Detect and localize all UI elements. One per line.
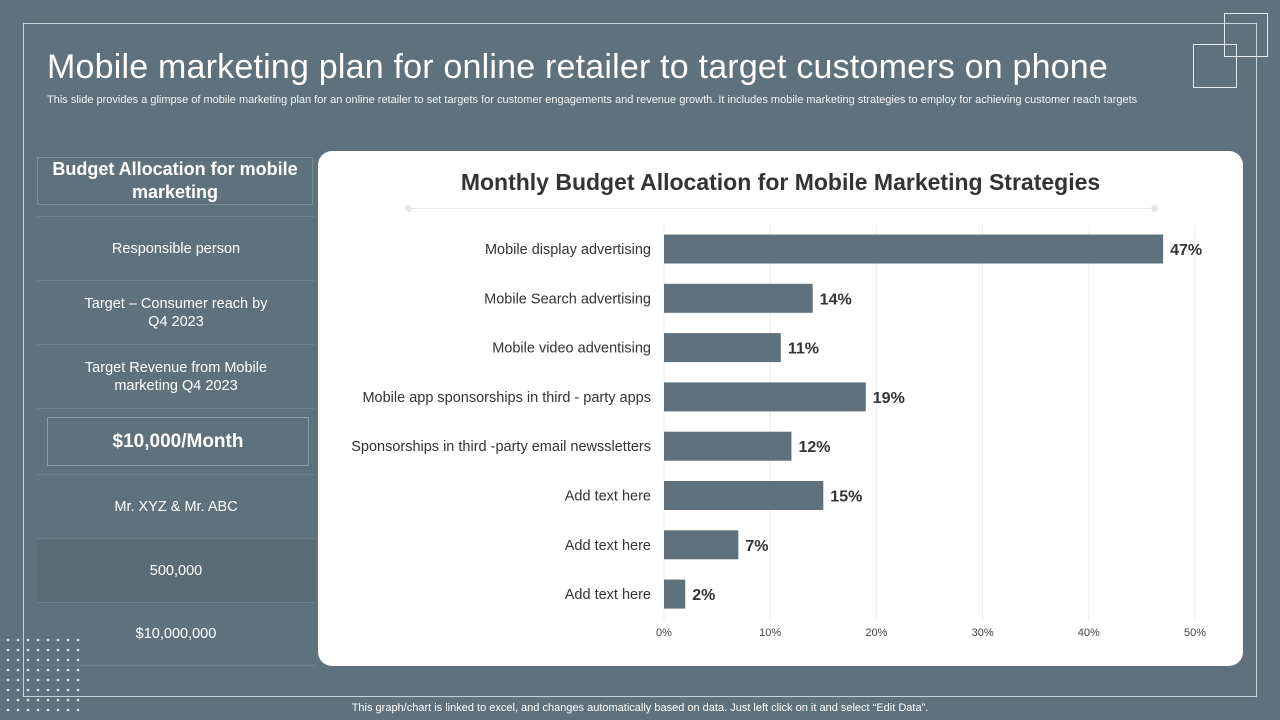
decor-dot: [6, 688, 10, 692]
decor-dot: [26, 678, 30, 682]
decor-dot: [36, 688, 40, 692]
decor-dot: [76, 708, 80, 712]
decor-dot: [16, 688, 20, 692]
decor-dot: [76, 638, 80, 642]
row-label-consumer-reach: Target – Consumer reach by Q4 2023: [37, 280, 315, 344]
decor-dot: [36, 638, 40, 642]
decor-dot: [56, 638, 60, 642]
decor-dot: [66, 638, 70, 642]
decor-dot: [36, 708, 40, 712]
decor-dot: [76, 688, 80, 692]
decor-dot: [56, 648, 60, 652]
footer-note: This graph/chart is linked to excel, and…: [351, 702, 929, 714]
decor-dot: [16, 678, 20, 682]
decor-dot: [76, 698, 80, 702]
decor-dot: [56, 698, 60, 702]
decor-dot: [36, 648, 40, 652]
row-value-consumer-reach: 500,000: [37, 538, 315, 602]
budget-value: $10,000/Month: [47, 417, 309, 466]
decor-dot: [56, 658, 60, 662]
budget-panel-heading: Budget Allocation for mobile marketing: [37, 157, 313, 205]
decor-dot: [46, 648, 50, 652]
decor-dot: [76, 668, 80, 672]
decor-dot: [46, 708, 50, 712]
decor-dot: [26, 698, 30, 702]
decor-dot: [6, 698, 10, 702]
decorative-square: [1193, 44, 1237, 88]
row-label-target-revenue: Target Revenue from Mobile marketing Q4 …: [37, 344, 315, 408]
decor-dot: [66, 688, 70, 692]
decor-dot: [6, 638, 10, 642]
decor-dot: [36, 668, 40, 672]
decor-dot: [46, 678, 50, 682]
decor-dot: [56, 708, 60, 712]
decor-dot: [66, 648, 70, 652]
chart-title: Monthly Budget Allocation for Mobile Mar…: [460, 169, 1101, 195]
decor-dot: [46, 668, 50, 672]
decor-dot: [26, 688, 30, 692]
decor-dot: [76, 658, 80, 662]
page-title: Mobile marketing plan for online retaile…: [47, 48, 1109, 86]
decor-dot: [26, 668, 30, 672]
decor-dot: [26, 658, 30, 662]
page-subtitle: This slide provides a glimpse of mobile …: [47, 94, 1138, 106]
decor-dot: [6, 708, 10, 712]
decor-dot: [16, 698, 20, 702]
chart-card: Monthly Budget Allocation for Mobile Mar…: [318, 151, 1243, 666]
decor-dot: [26, 638, 30, 642]
decor-dot: [66, 708, 70, 712]
decor-dot: [46, 688, 50, 692]
decor-dot: [26, 648, 30, 652]
decor-dot: [16, 638, 20, 642]
decor-dot: [6, 658, 10, 662]
decor-dot: [46, 658, 50, 662]
decor-dot: [6, 678, 10, 682]
budget-row: [37, 408, 315, 474]
decor-dot: [36, 698, 40, 702]
decorative-square: [1224, 13, 1268, 57]
decor-dot: [66, 678, 70, 682]
decor-dot: [6, 668, 10, 672]
rule-dot: [1151, 205, 1158, 212]
decor-dot: [46, 698, 50, 702]
decor-dot: [16, 708, 20, 712]
dot-grid-decoration: [6, 638, 80, 712]
decor-dot: [76, 678, 80, 682]
decor-dot: [16, 658, 20, 662]
row-value-responsible: Mr. XYZ & Mr. ABC: [37, 474, 315, 538]
decor-dot: [16, 648, 20, 652]
decor-dot: [56, 688, 60, 692]
decor-dot: [16, 668, 20, 672]
decor-dot: [66, 658, 70, 662]
rule-dot: [405, 205, 412, 212]
decor-dot: [26, 708, 30, 712]
decor-dot: [66, 698, 70, 702]
decor-dot: [36, 678, 40, 682]
slide-frame: [23, 23, 1257, 697]
row-label-responsible: Responsible person: [37, 216, 315, 280]
row-value-target-revenue: $10,000,000: [37, 602, 315, 666]
decor-dot: [66, 668, 70, 672]
decor-dot: [56, 668, 60, 672]
decor-dot: [36, 658, 40, 662]
decor-dot: [6, 648, 10, 652]
title-rule: [408, 208, 1154, 209]
decor-dot: [46, 638, 50, 642]
decor-dot: [76, 648, 80, 652]
decor-dot: [56, 678, 60, 682]
